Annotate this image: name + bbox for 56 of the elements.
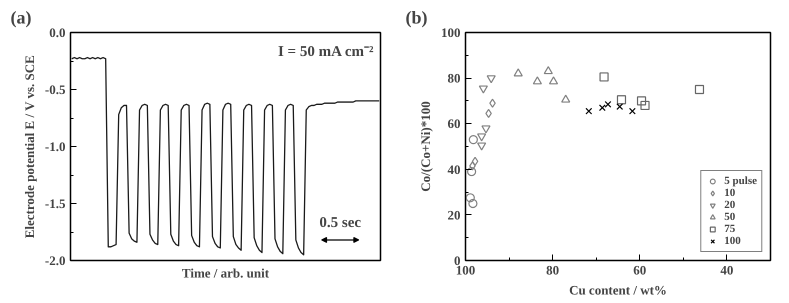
point <box>640 100 650 110</box>
x-axis-title: Cu content / wt% <box>569 282 667 298</box>
chart-title: (a) <box>10 8 32 28</box>
y-tick-label: -1.5 <box>44 196 66 211</box>
y-tick-label: 80 <box>448 70 460 86</box>
point <box>472 156 478 166</box>
y-axis-title: Electrode potential E / V vs. SCE <box>22 55 37 238</box>
point <box>514 68 523 76</box>
x-tick-label: 40 <box>720 262 734 278</box>
point <box>485 108 492 118</box>
point <box>478 85 488 94</box>
point <box>544 66 553 74</box>
y-tick-label: 20 <box>448 207 460 222</box>
legend-label: 10 <box>724 187 736 199</box>
point <box>486 75 496 84</box>
point <box>469 161 476 170</box>
legend-label: 50 <box>724 211 736 223</box>
point <box>599 72 609 82</box>
point <box>489 98 496 108</box>
x-axis-title: Time / arb. unit <box>182 266 270 280</box>
point <box>468 198 478 208</box>
point <box>628 108 636 115</box>
point <box>548 76 558 84</box>
point <box>468 135 478 144</box>
point <box>467 166 476 176</box>
annotation: 0.5 sec <box>319 214 362 231</box>
point <box>477 142 486 151</box>
y-tick-label: -1.0 <box>44 139 66 154</box>
line-series <box>71 56 380 256</box>
point <box>585 108 592 115</box>
annotation: I = 50 mA cm⁻² <box>278 44 374 60</box>
y-tick-label: 40 <box>448 162 460 177</box>
point <box>636 96 646 106</box>
legend-label: 5 pulse <box>724 175 757 187</box>
y-tick-label: 60 <box>448 116 460 132</box>
y-tick-label: 100 <box>441 25 460 40</box>
point <box>532 76 542 84</box>
point <box>604 100 612 108</box>
x-tick-label: 80 <box>546 262 560 278</box>
legend-label: 20 <box>724 199 736 211</box>
point <box>616 103 624 110</box>
point <box>616 95 626 104</box>
y-tick-label: -2.0 <box>44 253 66 268</box>
point <box>694 84 704 94</box>
point <box>598 104 606 112</box>
y-tick-label: -0.5 <box>44 82 66 97</box>
point <box>561 94 570 103</box>
point <box>477 133 486 142</box>
x-tick-label: 60 <box>633 262 646 278</box>
y-tick-label: 0.0 <box>49 25 66 40</box>
point <box>481 125 491 134</box>
y-axis-title: Co/(Co+Ni)*100 <box>418 101 433 192</box>
legend-label: 100 <box>724 235 742 247</box>
point <box>466 193 475 202</box>
chart-title: (b) <box>406 8 428 28</box>
legend-label: 75 <box>724 223 736 235</box>
